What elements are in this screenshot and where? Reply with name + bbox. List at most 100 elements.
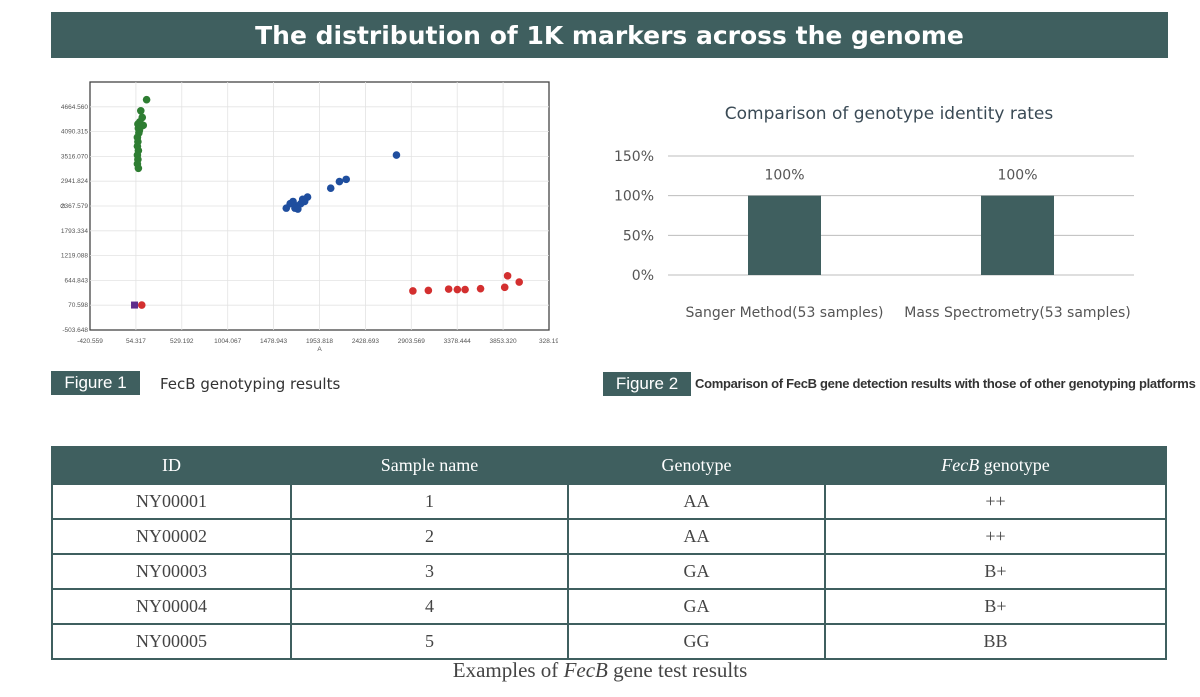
header-genotype: Genotype (567, 446, 826, 485)
scatter-point (137, 301, 146, 309)
figure1-tag: Figure 1 (51, 371, 140, 395)
figure2-caption: Comparison of FecB gene detection result… (695, 376, 1196, 391)
cell-fecb-genotype: ++ (824, 483, 1167, 520)
bar-value-label: 100% (764, 168, 804, 184)
scatter-point (392, 151, 401, 159)
cell-fecb-genotype: B+ (824, 588, 1167, 625)
header-id: ID (51, 446, 292, 485)
cell-genotype: GA (567, 588, 826, 625)
scatter-point (298, 195, 307, 204)
figure1-caption: FecB genotyping results (160, 375, 341, 393)
scatter-point (286, 199, 294, 208)
x-tick-label: 1478.943 (260, 338, 287, 345)
scatter-point (142, 95, 151, 104)
y-tick-label: 2941.824 (61, 178, 88, 185)
x-tick-label: 2428.693 (352, 338, 379, 345)
scatter-point (326, 184, 335, 193)
scatter-point (461, 285, 469, 294)
cell-genotype: GG (567, 623, 826, 660)
bar-chart: Comparison of genotype identity rates 0% 5… (614, 104, 1134, 321)
table-caption-before: Examples of (452, 658, 564, 682)
scatter-point (503, 272, 512, 280)
header-fecb-genotype: FecB genotype (824, 446, 1167, 485)
bar (748, 195, 821, 275)
y-tick-label: 4090.315 (61, 129, 88, 136)
cell-sample-name: 2 (290, 518, 569, 555)
y-tick-label: 2367.579 (61, 203, 88, 210)
y-tick-label: 0% (632, 268, 654, 284)
cell-sample-name: 3 (290, 553, 569, 590)
figure2-tag: Figure 2 (603, 372, 691, 396)
table-row: NY00003 3 GA B+ (51, 553, 1167, 590)
x-tick-label: 1004.067 (214, 338, 241, 345)
y-tick-label: 4664.560 (61, 104, 88, 111)
bar-chart-title: Comparison of genotype identity rates (725, 104, 1054, 124)
scatter-point (409, 287, 417, 295)
cell-sample-name: 5 (290, 623, 569, 660)
cell-id: NY00003 (51, 553, 292, 590)
y-tick-label: 1793.334 (61, 228, 88, 235)
y-axis-label: G (60, 203, 67, 208)
scatter-point (424, 286, 433, 295)
table-caption: Examples of FecB gene test results (0, 658, 1200, 683)
table-caption-after: gene test results (607, 658, 748, 682)
x-tick-label: 328.19 (539, 338, 558, 345)
x-axis-label: A (317, 346, 322, 353)
table-row: NY00004 4 GA B+ (51, 588, 1167, 625)
cell-genotype: GA (567, 553, 826, 590)
x-tick-label: 529.192 (170, 338, 194, 345)
x-tick-label: 2903.569 (398, 338, 425, 345)
cell-genotype: AA (567, 483, 826, 520)
x-tick-label: 1953.818 (306, 338, 333, 345)
scatter-point (453, 285, 462, 294)
cell-sample-name: 4 (290, 588, 569, 625)
category-label: Mass Spectrometry(53 samples) (904, 305, 1130, 321)
x-tick-label: -420.559 (77, 338, 103, 345)
scatter-point (515, 278, 524, 286)
cell-genotype: AA (567, 518, 826, 555)
scatter-point (476, 284, 485, 293)
scatter-point (136, 106, 145, 115)
x-tick-label: 3853.320 (490, 338, 517, 345)
table-row: NY00005 5 GG BB (51, 623, 1167, 660)
y-tick-label: 1219.088 (61, 253, 88, 260)
cell-id: NY00002 (51, 518, 292, 555)
header-fecb-genotype-rest: genotype (979, 455, 1050, 475)
cell-id: NY00004 (51, 588, 292, 625)
header-sample-name: Sample name (290, 446, 569, 485)
bar-value-label: 100% (997, 168, 1037, 184)
y-tick-label: 50% (623, 228, 654, 244)
scatter-point (137, 122, 146, 131)
cell-id: NY00005 (51, 623, 292, 660)
cell-sample-name: 1 (290, 483, 569, 520)
scatter-point (500, 283, 509, 292)
cell-fecb-genotype: BB (824, 623, 1167, 660)
bar (981, 195, 1054, 275)
table-caption-gene: FecB (563, 658, 608, 682)
scatter-point (444, 285, 453, 293)
header-fecb-genotype-gene: FecB (941, 455, 980, 475)
category-label: Sanger Method(53 samples) (686, 305, 884, 321)
scatter-chart: -503.648 70.598 644.843 1219.088 1793.334 236… (60, 81, 558, 353)
table-row: NY00002 2 AA ++ (51, 518, 1167, 555)
cell-fecb-genotype: ++ (824, 518, 1167, 555)
y-tick-label: 644.843 (65, 277, 89, 284)
page-title: The distribution of 1K markers across th… (51, 12, 1168, 58)
table-row: NY00001 1 AA ++ (51, 483, 1167, 520)
table-header-row: ID Sample name Genotype FecB genotype (51, 446, 1167, 485)
scatter-point (294, 205, 302, 213)
scatter-point (134, 164, 143, 173)
scatter-point (131, 301, 139, 309)
cell-id: NY00001 (51, 483, 292, 520)
cell-fecb-genotype: B+ (824, 553, 1167, 590)
scatter-point (335, 177, 344, 186)
y-tick-label: 70.598 (68, 302, 88, 309)
y-tick-label: 150% (614, 149, 654, 165)
results-table: ID Sample name Genotype FecB genotype NY… (51, 446, 1167, 660)
y-tick-label: 3516.070 (61, 153, 88, 160)
x-tick-label: 54.317 (126, 338, 146, 345)
y-tick-label: 100% (614, 189, 654, 205)
x-tick-label: 3378.444 (444, 338, 471, 345)
y-tick-label: -503.648 (62, 327, 88, 334)
scatter-point (342, 175, 350, 184)
